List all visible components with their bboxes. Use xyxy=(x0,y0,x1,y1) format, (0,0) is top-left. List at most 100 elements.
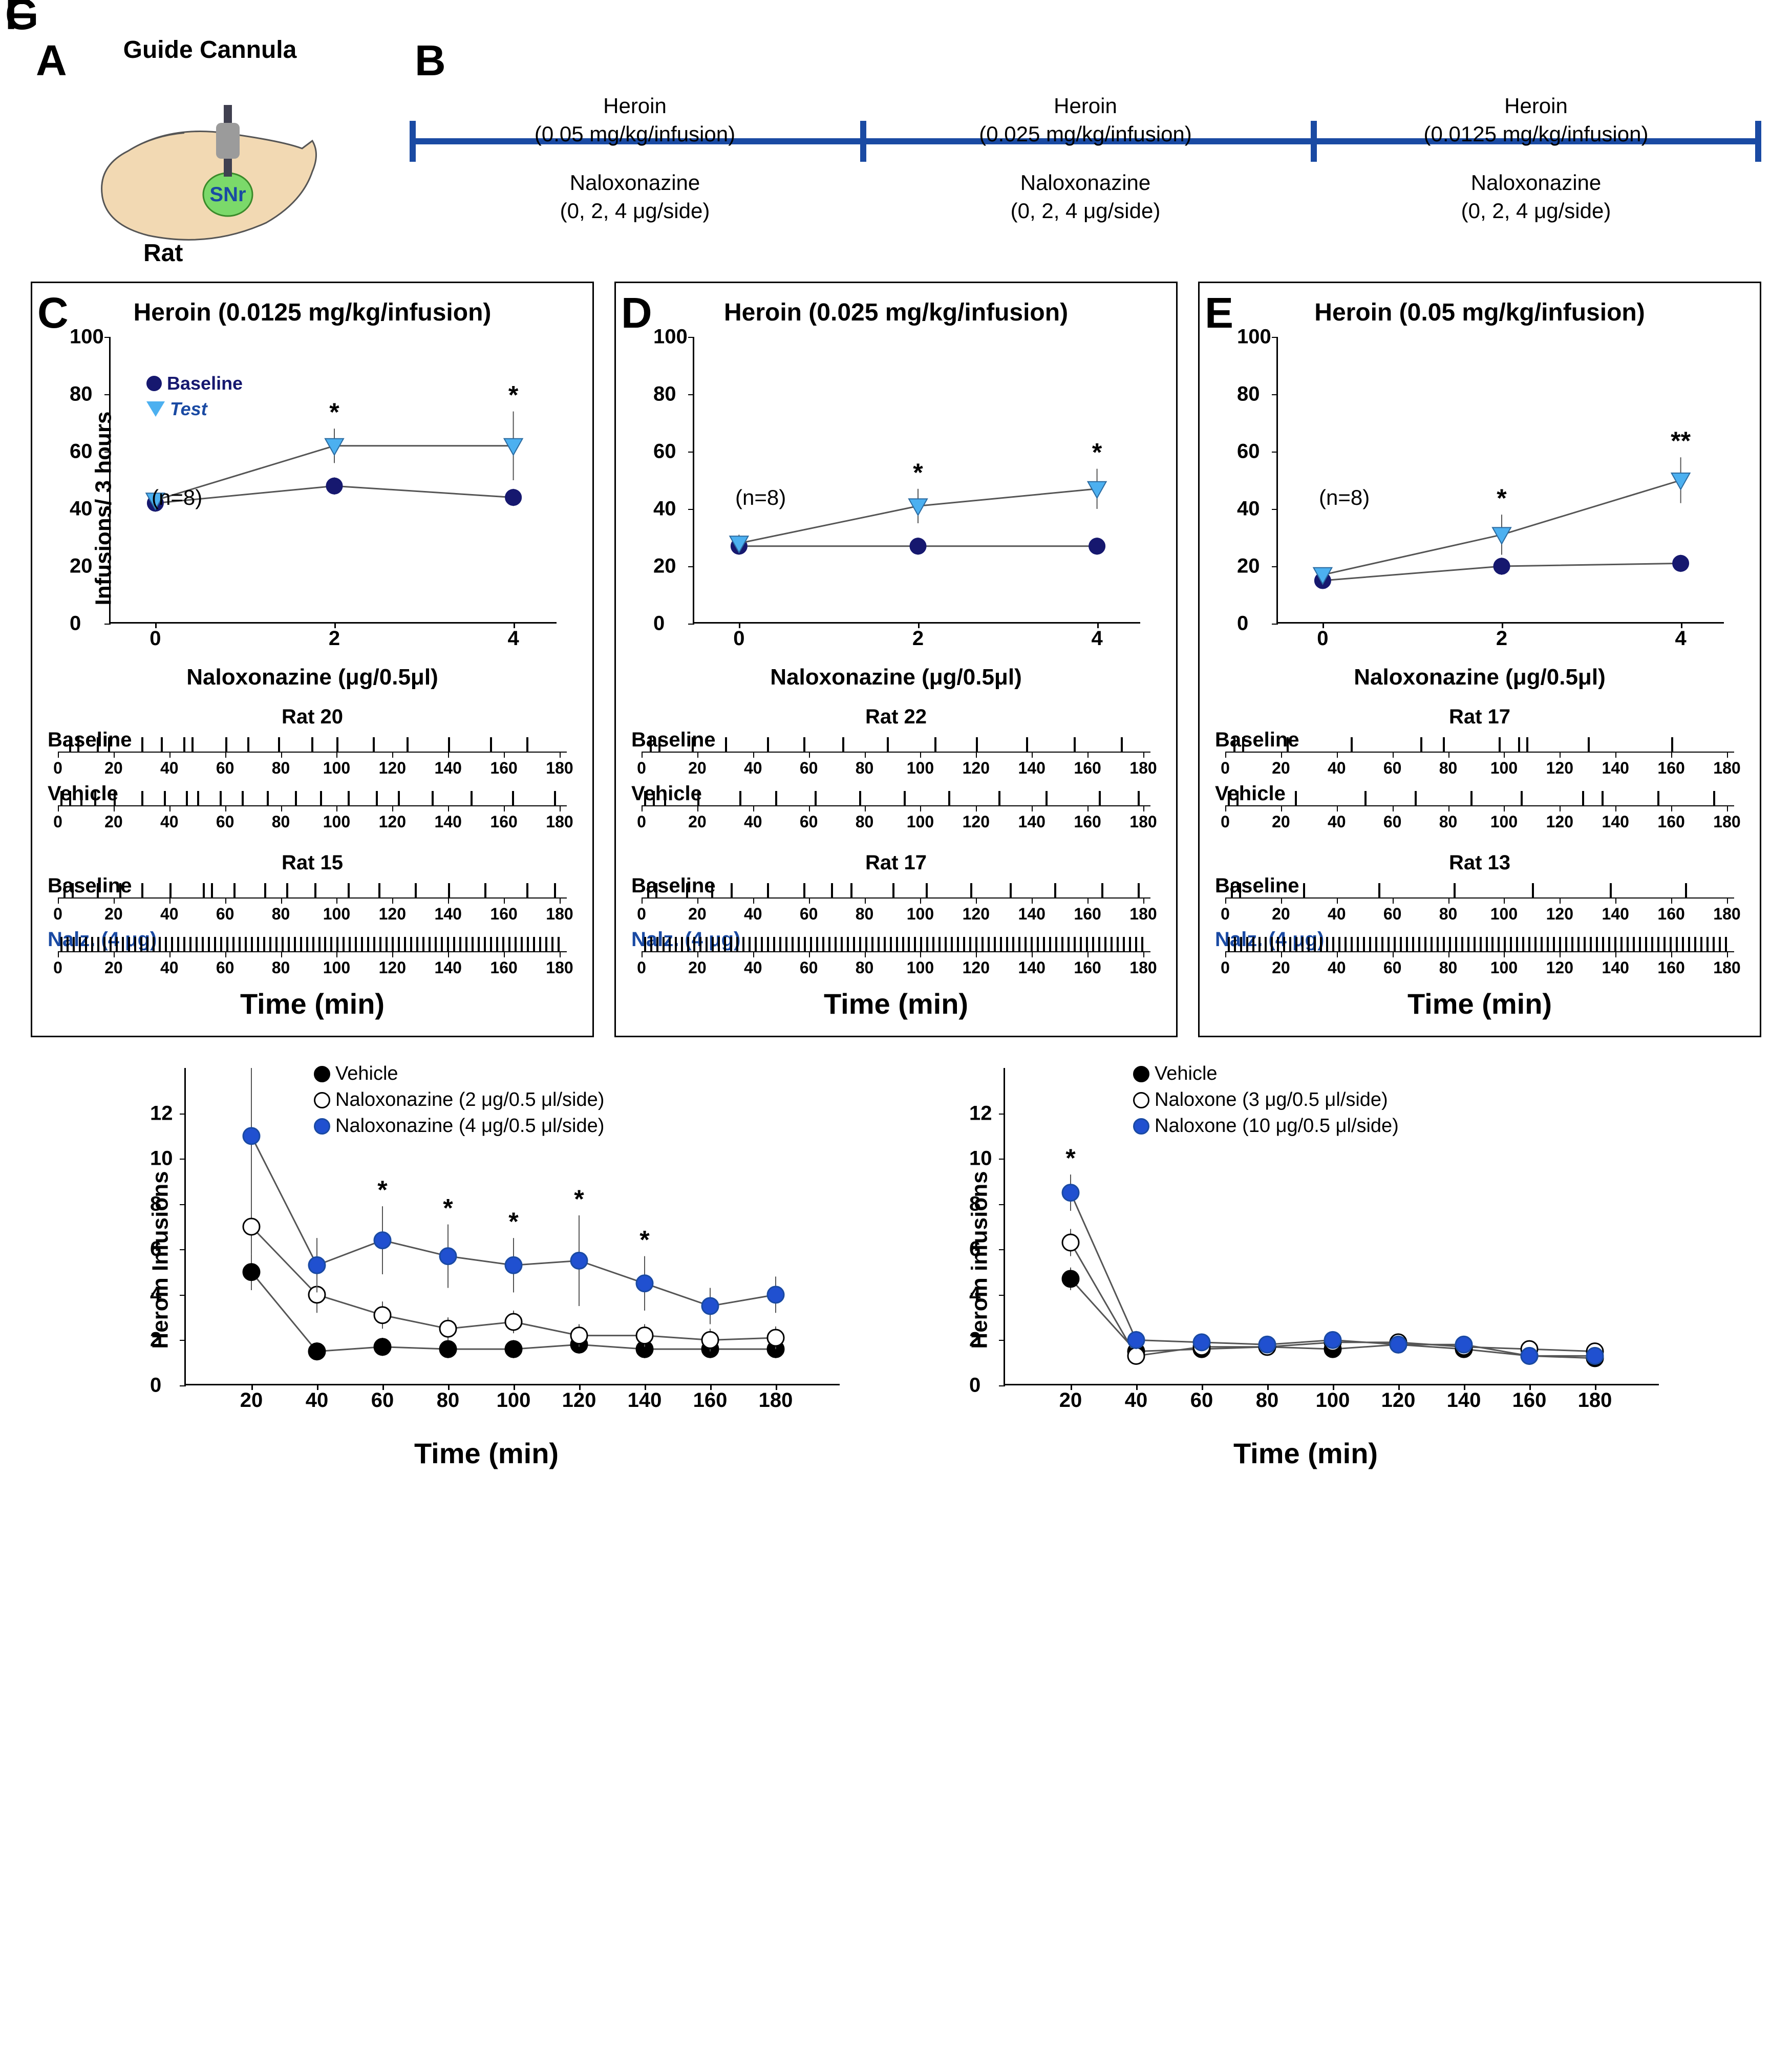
raster-axis-tick xyxy=(448,899,449,904)
x-tick-label: 140 xyxy=(628,1389,662,1412)
raster-event-tick xyxy=(220,937,222,952)
raster-x-label: 80 xyxy=(1439,759,1458,778)
raster-axis-tick xyxy=(1504,899,1505,904)
raster-event-tick xyxy=(1121,737,1123,753)
time-axis-title: Time (min) xyxy=(48,987,577,1020)
timeline-top-label: Heroin(0.025 mg/kg/infusion) xyxy=(942,92,1229,148)
raster-event-tick xyxy=(804,937,806,952)
raster-axis-tick xyxy=(1560,899,1561,904)
raster-x-label: 160 xyxy=(1074,958,1101,977)
raster-x-label: 60 xyxy=(800,812,818,831)
raster-axis-tick xyxy=(1393,952,1394,957)
x-tick-label: 40 xyxy=(1125,1389,1148,1412)
raster-x-label: 140 xyxy=(1602,905,1629,924)
raster-event-tick xyxy=(934,737,936,753)
legend-text: Naloxonazine (4 μg/0.5 μl/side) xyxy=(335,1115,604,1137)
panel-a: A Guide Cannula SNr Rat xyxy=(31,31,389,261)
raster-event-tick xyxy=(508,937,510,952)
raster-condition-label: Baseline xyxy=(1215,874,1744,897)
raster-event-tick xyxy=(803,737,805,753)
raster-event-tick xyxy=(146,937,148,952)
raster-event-tick xyxy=(69,737,71,753)
raster-axis-tick xyxy=(1615,806,1616,811)
raster-event-tick xyxy=(1449,937,1451,952)
raster-event-tick xyxy=(1049,937,1051,952)
raster-event-tick xyxy=(1326,937,1328,952)
raster-event-tick xyxy=(1080,937,1082,952)
raster-event-tick xyxy=(1320,937,1322,952)
raster-event-tick xyxy=(970,883,972,899)
n-label: (n=8) xyxy=(1319,485,1370,510)
raster-axis-tick xyxy=(281,899,282,904)
raster-axis-tick xyxy=(1337,952,1338,957)
raster-rat-label: Rat 13 xyxy=(1215,851,1744,874)
raster-event-tick xyxy=(376,791,378,806)
raster-event-tick xyxy=(767,737,769,753)
raster-event-tick xyxy=(664,791,666,806)
raster-axis-tick xyxy=(504,806,505,811)
raster-event-tick xyxy=(1424,937,1426,952)
raster-event-tick xyxy=(312,937,314,952)
raster-axis: 020406080100120140160180 xyxy=(642,897,1150,928)
raster-event-tick xyxy=(448,883,450,899)
raster-axis-tick xyxy=(865,899,866,904)
raster-event-tick xyxy=(275,937,278,952)
raster-event-tick xyxy=(1415,791,1417,806)
raster-event-tick xyxy=(779,937,781,952)
raster-event-tick xyxy=(1682,937,1684,952)
raster-x-label: 120 xyxy=(1546,958,1573,977)
raster-event-tick xyxy=(80,791,82,806)
raster-axis-tick xyxy=(281,806,282,811)
raster-x-label: 100 xyxy=(323,812,350,831)
raster-x-label: 180 xyxy=(1129,759,1157,778)
raster-event-tick xyxy=(1332,937,1334,952)
raster-x-label: 120 xyxy=(1546,905,1573,924)
raster-event-tick xyxy=(902,937,904,952)
raster-axis-tick xyxy=(865,952,866,957)
raster-event-tick xyxy=(878,937,880,952)
raster-x-label: 140 xyxy=(435,759,462,778)
raster-event-tick xyxy=(91,937,93,952)
raster-axis-tick xyxy=(976,806,977,811)
raster-axis-tick xyxy=(1727,952,1728,957)
raster-axis-tick xyxy=(1032,899,1033,904)
raster-event-tick xyxy=(644,937,646,952)
raster-event-tick xyxy=(512,791,514,806)
raster-axis: 020406080100120140160180 xyxy=(1225,951,1734,982)
panel-b-label: B xyxy=(415,36,446,85)
raster-event-tick xyxy=(896,937,898,952)
raster-event-tick xyxy=(871,937,873,952)
raster-event-tick xyxy=(850,883,852,899)
raster-x-label: 100 xyxy=(1490,958,1518,977)
raster-event-tick xyxy=(1480,937,1482,952)
raster-event-tick xyxy=(264,883,266,899)
raster-event-tick xyxy=(926,883,928,899)
raster-x-label: 20 xyxy=(104,905,123,924)
raster-event-tick xyxy=(816,937,818,952)
raster-event-tick xyxy=(1043,937,1045,952)
raster-axis-tick xyxy=(1032,952,1033,957)
raster-event-tick xyxy=(767,883,769,899)
raster-event-tick xyxy=(1633,937,1635,952)
panel-c: C Heroin (0.0125 mg/kg/infusion)Infusion… xyxy=(31,282,594,1037)
raster-axis-tick xyxy=(1281,753,1282,758)
raster-event-tick xyxy=(1345,937,1347,952)
raster-event-tick xyxy=(1289,937,1291,952)
raster-event-tick xyxy=(730,937,732,952)
raster-event-tick xyxy=(1671,737,1673,753)
raster-event-tick xyxy=(1111,937,1113,952)
raster-event-tick xyxy=(1516,937,1518,952)
raster-x-label: 20 xyxy=(1272,958,1290,977)
raster-event-tick xyxy=(294,937,296,952)
raster-axis-tick xyxy=(392,952,393,957)
raster-event-tick xyxy=(842,737,844,753)
raster-x-label: 40 xyxy=(1328,759,1346,778)
raster-event-tick xyxy=(1614,937,1616,952)
raster-event-tick xyxy=(859,791,861,806)
raster-event-tick xyxy=(1431,937,1433,952)
raster-event-tick xyxy=(67,937,69,952)
x-axis-title: Time (min) xyxy=(102,1437,870,1470)
raster-x-label: 180 xyxy=(546,905,573,924)
raster-x-label: 140 xyxy=(1602,958,1629,977)
raster-event-tick xyxy=(97,883,99,899)
